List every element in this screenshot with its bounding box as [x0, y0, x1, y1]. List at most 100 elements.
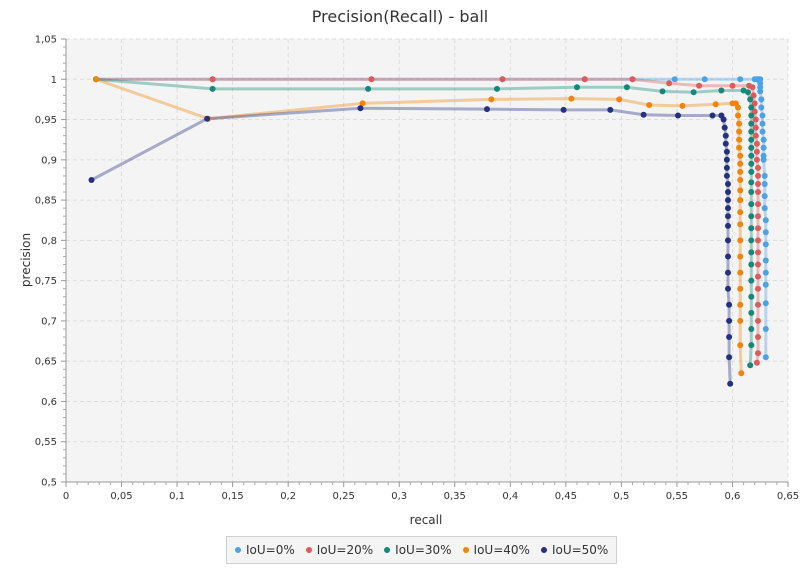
- x-tick-label: 0,55: [666, 491, 688, 502]
- data-point: [737, 285, 744, 292]
- data-point: [737, 76, 744, 83]
- data-point: [757, 88, 764, 95]
- y-tick-label: 0,75: [35, 276, 57, 287]
- data-point: [725, 213, 731, 220]
- data-point: [762, 354, 769, 361]
- data-point: [725, 181, 731, 187]
- data-point: [762, 326, 769, 332]
- y-tick-label: 0,55: [35, 437, 57, 448]
- data-point: [720, 116, 727, 123]
- y-tick-label: 1,05: [35, 35, 57, 46]
- data-point: [755, 285, 761, 292]
- data-point: [737, 301, 744, 308]
- legend-item-0: IoU=0%: [235, 543, 295, 557]
- x-tick-label: 0,05: [110, 491, 132, 502]
- y-tick-label: 0,65: [35, 357, 57, 368]
- data-point: [755, 225, 761, 232]
- data-point: [696, 82, 703, 89]
- plot-area: [66, 39, 788, 482]
- data-point: [488, 96, 495, 103]
- data-point: [723, 172, 730, 179]
- data-point: [755, 172, 761, 179]
- legend-label: IoU=0%: [246, 543, 295, 557]
- data-point: [725, 189, 731, 195]
- y-tick-label: 0,6: [41, 397, 57, 408]
- data-point: [88, 177, 95, 183]
- data-point: [748, 261, 755, 268]
- data-point: [659, 88, 666, 95]
- data-point: [736, 128, 743, 135]
- data-point: [725, 237, 731, 244]
- x-tick-label: 0,45: [555, 491, 577, 502]
- data-point: [494, 85, 500, 92]
- data-point: [737, 197, 744, 204]
- data-point: [737, 253, 744, 260]
- data-point: [484, 106, 490, 113]
- legend-item-2: IoU=30%: [384, 543, 452, 557]
- data-point: [737, 269, 744, 276]
- y-tick-label: 1: [51, 75, 57, 86]
- legend-marker: [384, 547, 391, 553]
- data-point: [737, 187, 744, 194]
- data-point: [753, 156, 760, 163]
- data-point: [725, 222, 731, 229]
- y-tick-label: 0,8: [41, 236, 57, 247]
- data-point: [726, 354, 733, 361]
- data-point: [725, 197, 731, 204]
- legend-item-4: IoU=50%: [540, 543, 609, 557]
- data-point: [755, 261, 761, 268]
- data-point: [725, 253, 731, 260]
- legend-marker: [462, 547, 469, 553]
- data-point: [725, 285, 731, 292]
- data-point: [640, 111, 647, 118]
- data-point: [760, 156, 767, 163]
- data-point: [629, 76, 636, 83]
- data-point: [722, 140, 729, 147]
- data-point: [762, 229, 769, 236]
- data-point: [748, 249, 755, 256]
- data-point: [737, 209, 744, 216]
- data-point: [762, 300, 769, 307]
- data-point: [748, 152, 755, 159]
- data-point: [365, 85, 372, 92]
- legend-marker: [305, 547, 312, 553]
- x-tick-label: 0,3: [391, 491, 407, 502]
- data-point: [623, 84, 630, 91]
- data-point: [726, 334, 733, 340]
- data-point: [748, 225, 755, 232]
- data-point: [760, 136, 767, 143]
- data-point: [679, 102, 686, 109]
- data-point: [747, 96, 754, 103]
- data-point: [726, 301, 733, 308]
- x-tick-label: 0,65: [777, 491, 799, 502]
- series-layer: [88, 76, 769, 387]
- data-point: [735, 104, 741, 111]
- data-point: [712, 101, 719, 108]
- data-point: [357, 105, 364, 112]
- x-tick-label: 0,35: [444, 491, 466, 502]
- legend-label: IoU=50%: [551, 543, 609, 557]
- y-tick-label: 0,5: [41, 478, 57, 489]
- y-tick-label: 0,95: [35, 115, 57, 126]
- data-point: [748, 326, 755, 332]
- data-point: [737, 152, 744, 159]
- data-point: [758, 96, 765, 103]
- data-point: [725, 205, 731, 212]
- data-point: [748, 293, 755, 300]
- data-point: [209, 85, 216, 92]
- data-point: [750, 92, 757, 99]
- data-point: [745, 89, 751, 96]
- x-tick-label: 0,6: [725, 491, 741, 502]
- x-tick-label: 0,1: [169, 491, 185, 502]
- data-point: [737, 342, 744, 349]
- data-point: [723, 164, 730, 171]
- data-point: [368, 76, 375, 83]
- data-point: [359, 100, 366, 107]
- data-point: [737, 160, 744, 167]
- data-point: [721, 124, 728, 131]
- data-point: [759, 112, 766, 119]
- data-point: [752, 124, 759, 131]
- data-point: [735, 112, 741, 119]
- data-point: [748, 168, 755, 175]
